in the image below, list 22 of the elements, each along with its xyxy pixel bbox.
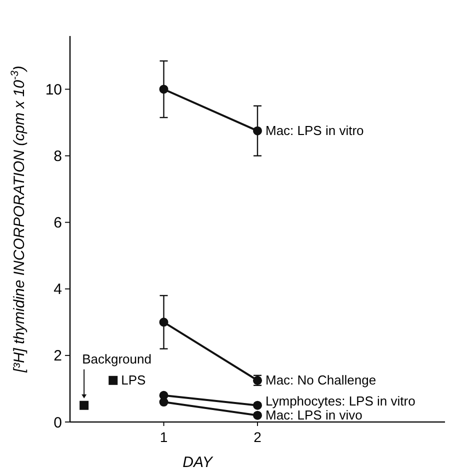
y-tick-label: 2 (54, 348, 62, 365)
text: Background (82, 351, 152, 366)
series-label: Mac: LPS in vitro (266, 122, 364, 138)
series-label: Lymphocytes: LPS in vitro (266, 393, 416, 408)
point (159, 84, 168, 94)
series-label: Mac: No Challenge (266, 372, 376, 388)
y-tick-label: 10 (45, 81, 62, 98)
y-tick-label: 0 (54, 414, 62, 432)
point (253, 126, 262, 136)
x-tick-label: 1 (160, 429, 168, 445)
y-tick-label: 6 (54, 214, 62, 232)
point (80, 400, 89, 410)
point (253, 410, 262, 420)
x-axis-title: DAY (182, 454, 214, 471)
point (159, 398, 168, 407)
point (108, 376, 118, 385)
series-label: Mac: LPS in vivo (266, 407, 362, 422)
point (159, 318, 168, 327)
y-tick-label: 8 (54, 148, 62, 166)
point (253, 400, 262, 410)
y-tick-label: 4 (54, 281, 62, 298)
series-label: LPS (121, 372, 146, 388)
